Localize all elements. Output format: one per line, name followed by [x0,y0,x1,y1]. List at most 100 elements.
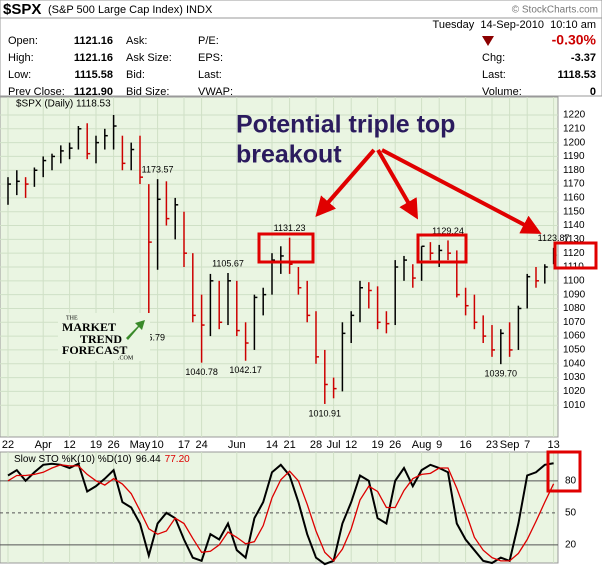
y-tick-label: 20 [565,539,577,550]
y-tick-label: 1080 [563,303,586,314]
x-tick-label: 12 [345,439,357,451]
quote-label: Prev Close: [8,86,65,98]
quote-date: Tuesday 14-Sep-2010 10:10 am [433,19,596,31]
y-tick-label: 1190 [563,151,585,162]
x-tick-label: 26 [107,439,119,451]
grid [0,97,558,563]
callouts [257,148,598,493]
high-label: 1123.87 [538,233,570,243]
annotation: breakout [236,141,342,169]
y-tick-label: 50 [565,507,577,518]
stoch-k-last: 96.44 [136,454,161,465]
x-tick-label: 10 [151,439,163,451]
header-box [0,0,602,97]
y-tick-label: 1180 [563,165,585,176]
down-triangle [482,36,494,46]
y-tick-label: 1090 [563,289,586,300]
quote-label: Bid: [126,69,145,81]
quote-label: Last: [198,69,222,81]
stoch-legend: Slow STO %K(10) %D(10) 96.44 77.20 [14,454,190,465]
quote-label: P/E: [198,35,219,47]
x-tick-label: 21 [283,439,295,451]
x-tick-label: Jun [228,439,246,451]
y-tick-label: 1030 [563,372,586,383]
y-tick-label: 1060 [563,331,586,342]
quote-label: Ask Size: [126,52,172,64]
stoch-title: Slow STO %K(10) %D(10) [14,454,132,465]
y-tick-label: 1140 [563,220,585,231]
y-tick-label: 1210 [563,123,586,134]
x-tick-label: Aug [412,439,432,451]
high-label: 1131.23 [274,223,306,233]
x-tick-label: 14 [266,439,278,451]
quote-label: Ask: [126,35,147,47]
arrow [315,148,376,218]
highlight-box [546,450,582,493]
y-tick-label: 1070 [563,317,586,328]
y-tick-label: 1050 [563,345,586,356]
change-percent: -0.30% [552,32,597,48]
quote-value: -3.37 [571,52,596,64]
x-tick-label: Jul [327,439,341,451]
logo-arrow [126,320,145,340]
quote-value: 1118.53 [557,69,596,81]
y-tick-label: 1200 [563,137,586,148]
high-label: 1129.24 [432,226,464,236]
x-tick-label: 19 [90,439,102,451]
y-tick-label: 1100 [563,275,585,286]
symbol-name: (S&P 500 Large Cap Index) [48,4,183,16]
quote-label: Chg: [482,52,505,64]
arrow [381,148,542,234]
x-tick-label: 12 [63,439,75,451]
logo-text: THE [66,315,78,321]
logo: THE MARKET TREND FORECAST .COM [58,313,150,361]
quote-label: VWAP: [198,86,233,98]
low-label: 1039.70 [485,369,518,379]
stoch-line [7,464,555,562]
x-tick-label: 23 [486,439,498,451]
quote-label: Open: [8,35,38,47]
quote-label: Low: [8,69,31,81]
highlight-box [416,233,468,264]
x-tick-label: 16 [459,439,471,451]
quote-label: High: [8,52,34,64]
x-tick-label: 28 [310,439,322,451]
x-tick-label: 17 [178,439,190,451]
y-tick-label: 1010 [563,400,586,411]
quote-value: 1121.16 [74,52,113,64]
logo-bg [58,313,150,361]
logo-text: TREND [80,332,122,346]
logo-text: MARKET [62,320,116,334]
y-tick-label: 1040 [563,358,586,369]
symbol: $SPX [3,1,41,18]
price-legend: $SPX (Daily) 1118.53 [16,99,111,110]
quote-label: Last: [482,69,506,81]
x-tick-label: 22 [2,439,14,451]
quote-value: 1121.16 [74,35,113,47]
low-label: 1040.78 [185,367,218,377]
logo-text: .COM [118,355,134,361]
x-tick-label: 19 [371,439,383,451]
exchange: INDX [186,4,213,16]
y-tick-label: 1120 [563,248,585,259]
x-tick-label: Apr [35,439,52,451]
highlight-box [553,241,598,270]
quote-value: 1115.58 [74,69,113,81]
y-tick-label: 1150 [563,206,585,217]
y-tick-label: 1020 [563,386,586,397]
x-tick-label: 7 [524,439,530,451]
stoch-d-last: 77.20 [165,454,190,465]
logo-text: FORECAST [62,343,127,357]
marks: 1065.791173.571040.781105.671042.171131.… [7,114,570,566]
annotation: Potential triple top [236,111,455,139]
stoch-line [7,462,554,566]
y-tick-label: 1170 [563,179,585,190]
y-tick-label: 1220 [563,110,586,121]
quote-label: Volume: [482,86,522,98]
x-tick-label: May [130,439,151,451]
x-tick-label: 9 [436,439,442,451]
y-tick-label: 80 [565,475,577,486]
y-tick-label: 1160 [563,193,585,204]
x-tick-label: 24 [195,439,207,451]
